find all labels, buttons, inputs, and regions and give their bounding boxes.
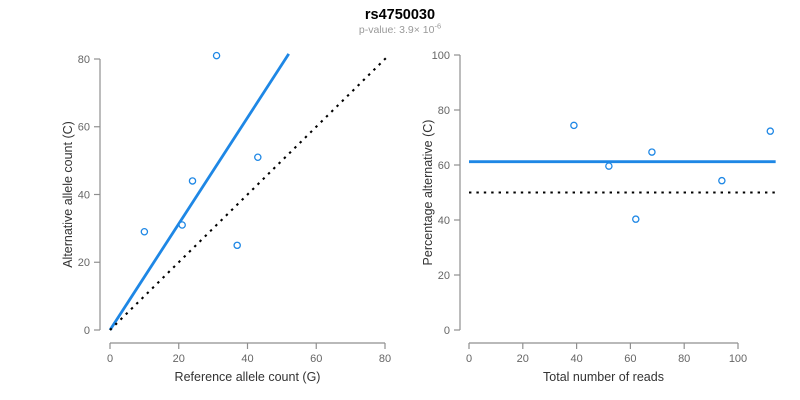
data-point [718,176,726,185]
y-tick-label: 100 [432,50,450,62]
x-tick-label: 80 [379,353,391,365]
identity-line [109,54,390,331]
x-tick-label: 60 [310,353,322,365]
pvalue-exponent: -6 [434,21,442,31]
right-plot: 0 20 40 60 80 100 0 20 40 60 80 100 Total number of … [421,50,776,384]
y-tick-label: 60 [438,160,450,172]
y-tick-label: 20 [438,270,450,282]
data-point [233,241,241,250]
y-tick-label: 0 [444,325,450,337]
data-point [648,148,656,156]
x-tick-label: 60 [624,353,636,365]
data-point [140,228,149,236]
page-title: rs4750030 [364,7,436,23]
x-tick-label: 20 [173,353,185,365]
x-tick-label: 0 [107,353,113,365]
y-tick-label: 80 [438,105,450,117]
data-point [632,215,640,223]
y-tick-label: 60 [78,122,90,134]
data-point [254,153,262,161]
data-point [188,177,197,185]
y-tick-label: 40 [438,215,450,227]
pvalue-text: p-value: 3.9× 10 [358,24,435,37]
data-point [605,162,613,170]
x-tick-label: 0 [466,353,472,365]
x-tick-label: 40 [241,353,253,365]
y-tick-label: 20 [78,257,90,269]
y-tick-label: 80 [78,54,90,66]
y-tick-label: 40 [78,189,90,201]
y-axis-title: Alternative allele count (C) [61,121,75,268]
y-tick-label: 0 [84,325,90,337]
data-point [212,51,221,60]
y-axis-title: Percentage alternative (C) [421,120,435,266]
fit-line [108,53,290,331]
x-tick-label: 40 [570,353,582,365]
left-plot: 0 20 40 60 80 0 20 40 60 80 Reference allele count… [61,51,391,384]
data-point [766,127,775,135]
pvalue-subtitle: p-value: 3.9× 10-6 [0,21,800,37]
x-axis-title: Total number of reads [543,370,664,384]
data-point [570,121,578,130]
x-axis-title: Reference allele count (G) [175,370,321,384]
x-tick-label: 100 [729,353,747,365]
figure-header: rs4750030 p-value: 3.9× 10-6 [0,6,800,37]
x-tick-label: 20 [517,353,529,365]
data-point [178,221,186,229]
x-tick-label: 80 [678,353,690,365]
